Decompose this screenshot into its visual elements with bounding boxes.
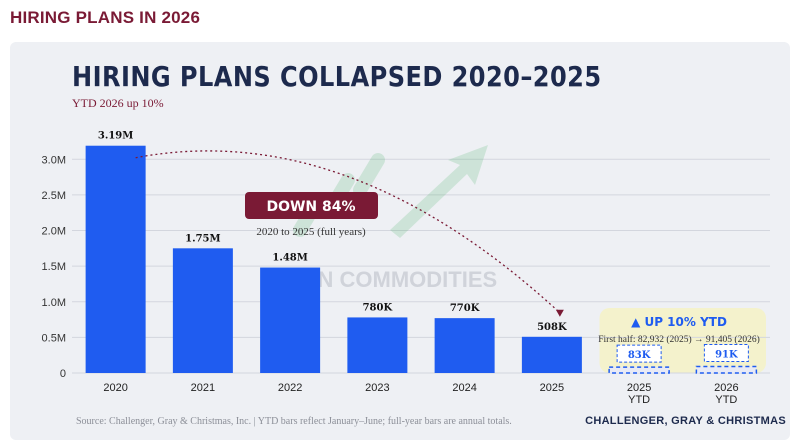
bar [434, 318, 495, 373]
bar-value-label: 1.48M [272, 253, 307, 264]
ytd-value-box [703, 343, 749, 362]
ytd-bar [608, 366, 670, 374]
y-tick-label: 0 [60, 368, 66, 380]
top-banner: HIRING PLANS IN 2026 [0, 0, 800, 40]
bar [347, 317, 408, 373]
watermark-stroke [353, 153, 385, 197]
x-tick-label: 2020 [103, 382, 127, 394]
trend-arrowhead [555, 309, 564, 317]
ytd-bar [695, 365, 758, 374]
bar-value-label: 83K [628, 350, 651, 361]
y-tick-label: 3.0M [42, 154, 66, 166]
watermark-arrow [390, 145, 488, 238]
y-tick-label: 0.5M [42, 332, 66, 344]
bar-value-label: 508K [537, 322, 567, 333]
down-badge-note: 2020 to 2025 (full years) [256, 226, 366, 238]
x-tick-label: 2021 [191, 382, 215, 394]
down-badge-label: DOWN 84% [266, 199, 355, 215]
bar [172, 248, 233, 373]
x-tick-label: 2023 [365, 382, 389, 394]
y-tick-label: 2.5M [42, 190, 66, 202]
y-tick-label: 2.0M [42, 226, 66, 238]
bar-value-label: 770K [450, 303, 480, 314]
bar [260, 267, 321, 373]
down-badge [245, 192, 378, 219]
bar-value-label: 1.75M [185, 233, 220, 244]
source-note: Source: Challenger, Gray & Christmas, In… [76, 416, 512, 427]
brand-logo-text: CHALLENGER, GRAY & CHRISTMAS [585, 415, 786, 427]
x-tick-label: 2024 [452, 382, 476, 394]
up-badge-label: ▲ UP 10% YTD [631, 315, 727, 329]
bar [521, 336, 582, 373]
x-tick-label: 2026 [714, 382, 738, 394]
x-tick-label: YTD [715, 394, 737, 406]
banner-title: HIRING PLANS IN 2026 [10, 8, 201, 27]
ytd-value-box [616, 344, 662, 363]
bar-value-label: 91K [715, 349, 738, 360]
bar [85, 145, 146, 373]
bar-value-label: 3.19M [98, 131, 133, 142]
bar-value-label: 780K [363, 302, 393, 313]
x-tick-label: 2025 [540, 382, 564, 394]
y-tick-label: 1.0M [42, 297, 66, 309]
x-tick-label: YTD [628, 394, 650, 406]
watermark-text: VN COMMODITIES [303, 267, 497, 292]
chart-title: HIRING PLANS COLLAPSED 2020–2025 [72, 60, 602, 93]
y-tick-label: 1.5M [42, 261, 66, 273]
up-badge-note: First half: 82,932 (2025) → 91,405 (2026… [598, 334, 760, 345]
x-tick-label: 2025 [627, 382, 651, 394]
chart-subtitle: YTD 2026 up 10% [72, 96, 164, 110]
trend-arc [135, 150, 561, 314]
x-tick-label: 2022 [278, 382, 302, 394]
